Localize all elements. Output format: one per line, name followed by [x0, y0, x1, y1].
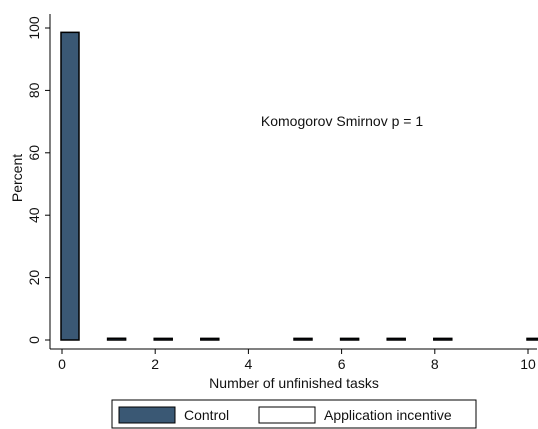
x-tick-label: 10: [520, 356, 536, 372]
y-tick-label: 40: [26, 207, 42, 223]
bar-application-incentive-6: [339, 337, 360, 341]
bar-application-incentive-0: [60, 31, 80, 341]
y-tick-label: 80: [26, 82, 42, 98]
bar-application-incentive-8: [433, 337, 453, 341]
legend: Control Application incentive: [111, 399, 477, 429]
x-ticks-group: 0 2 4 6 8 10: [58, 349, 536, 372]
bar-application-incentive-3: [200, 337, 220, 341]
y-ticks-group: 0 20 40 60 80 100: [26, 16, 50, 344]
bar-application-incentive-7: [386, 337, 406, 341]
y-tick-label: 20: [26, 270, 42, 286]
bar-application-incentive-10: [526, 337, 538, 341]
annotation-text: Komogorov Smirnov p = 1: [261, 113, 423, 129]
bar-application-incentive-1: [106, 337, 127, 341]
bar-control-0: [60, 31, 80, 341]
y-axis-label: Percent: [9, 154, 25, 202]
y-tick-label: 0: [26, 336, 42, 344]
bars-group: [60, 31, 538, 341]
legend-label-control: Control: [184, 407, 229, 423]
x-tick-label: 0: [58, 356, 66, 372]
x-tick-label: 8: [431, 356, 439, 372]
x-axis-label: Number of unfinished tasks: [209, 375, 379, 391]
legend-label-application-incentive: Application incentive: [324, 407, 452, 423]
x-tick-label: 2: [151, 356, 159, 372]
legend-swatch-control: [118, 406, 176, 424]
y-tick-label: 60: [26, 145, 42, 161]
x-tick-label: 6: [338, 356, 346, 372]
bar-application-incentive-5: [293, 337, 313, 341]
y-tick-label: 100: [26, 16, 42, 40]
x-tick-label: 4: [245, 356, 253, 372]
legend-swatch-application-incentive: [258, 406, 316, 424]
bar-application-incentive-2: [153, 337, 173, 341]
plot-area: 0 20 40 60 80 100 0 2 4 6 8 10: [26, 14, 538, 372]
